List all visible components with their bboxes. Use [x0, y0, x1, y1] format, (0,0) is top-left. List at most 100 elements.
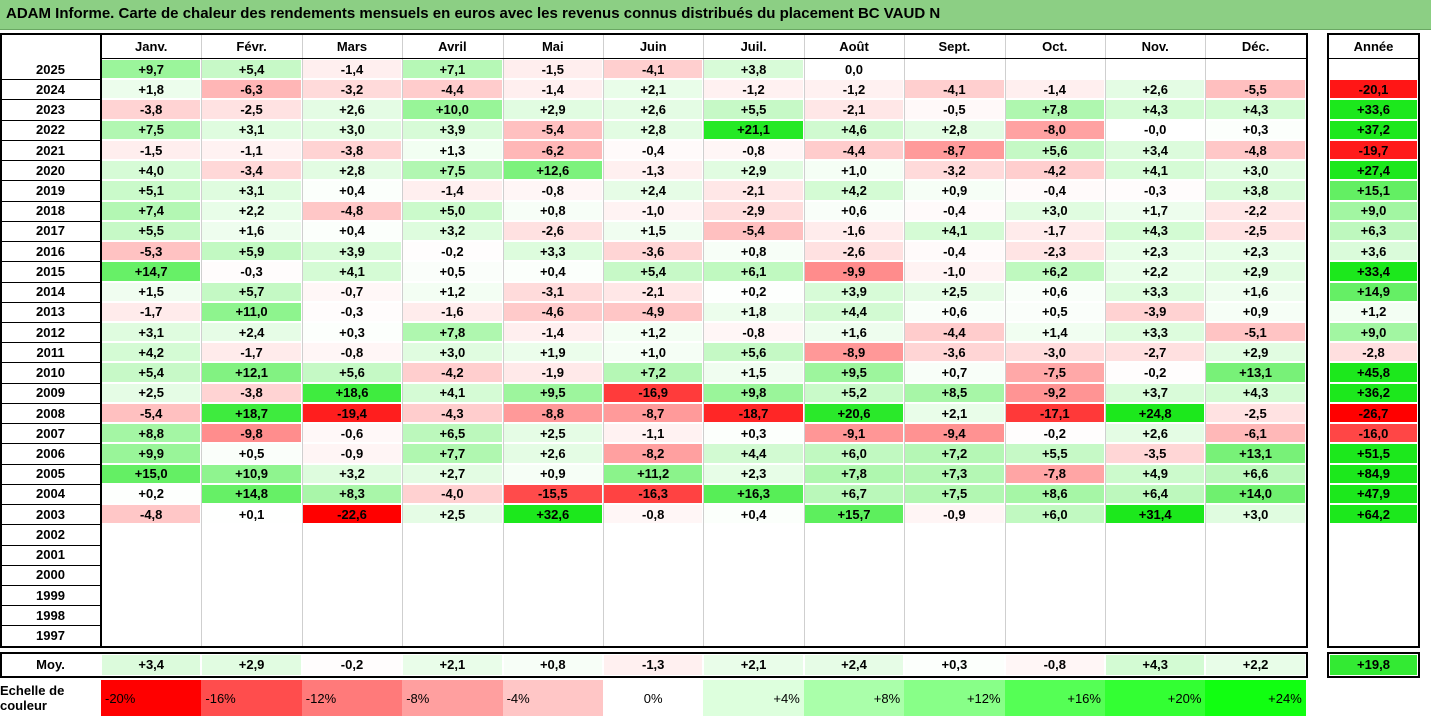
- row-divider: [0, 483, 101, 485]
- heatmap-cell: +9,9: [102, 444, 201, 463]
- heatmap-cell: -3,2: [302, 80, 402, 99]
- heatmap-cell: +3,8: [704, 60, 803, 79]
- heatmap-cell: -9,2: [1005, 383, 1104, 402]
- heatmap-cell: -1,7: [202, 343, 301, 362]
- heatmap-cell: -3,8: [202, 383, 301, 402]
- heatmap-cell: +0,7: [905, 363, 1004, 382]
- annual-cell: +6,3: [1330, 221, 1417, 241]
- heatmap-cell: +3,0: [302, 120, 402, 139]
- scale-label: Echelle de couleur: [0, 683, 65, 713]
- row-divider: [0, 160, 101, 162]
- heatmap-cell: +3,7: [1106, 383, 1205, 402]
- heatmap-cell: +13,1: [1206, 444, 1305, 463]
- row-year-label: 2022: [36, 122, 65, 138]
- heatmap-cell: -2,2: [1206, 201, 1305, 220]
- heatmap-cell: -5,5: [1206, 80, 1305, 99]
- heatmap-cell: +4,4: [704, 444, 803, 463]
- heatmap-cell: -0,3: [1106, 181, 1205, 200]
- row-year-label: 2007: [36, 425, 65, 441]
- heatmap-cell: +0,9: [503, 464, 602, 483]
- heatmap-cell: +0,9: [905, 181, 1004, 200]
- heatmap-cell: +3,8: [1206, 181, 1305, 200]
- heatmap-cell: -2,5: [202, 100, 301, 119]
- heatmap-cell: -4,9: [604, 302, 703, 321]
- heatmap-cell: -9,1: [804, 424, 904, 443]
- heatmap-cell: +2,2: [1106, 262, 1205, 281]
- scale-cell: 0%: [603, 680, 704, 716]
- row-divider: [0, 423, 101, 425]
- heatmap-cell: -2,1: [804, 100, 904, 119]
- heatmap-cell: +1,2: [403, 282, 502, 301]
- month-header: Déc.: [1241, 39, 1270, 54]
- heatmap-cell: +1,5: [604, 221, 703, 241]
- annual-cell: [1330, 585, 1417, 605]
- heatmap-cell: -4,1: [604, 60, 703, 79]
- heatmap-cell: -0,8: [604, 505, 703, 524]
- heatmap-cell: +5,4: [102, 363, 201, 382]
- row-year-label: 1997: [36, 628, 65, 644]
- heatmap-cell: -1,7: [1005, 221, 1104, 241]
- heatmap-cell: [1106, 525, 1205, 544]
- heatmap-cell: [604, 626, 703, 645]
- heatmap-cell: +0,4: [704, 505, 803, 524]
- heatmap-cell: -4,4: [905, 322, 1004, 342]
- heatmap-cell: +4,2: [804, 181, 904, 200]
- annual-cell: +33,6: [1330, 100, 1417, 119]
- annual-cell: +37,2: [1330, 120, 1417, 139]
- average-cell: +4,3: [1106, 654, 1205, 675]
- heatmap-cell: +3,3: [503, 242, 602, 261]
- row-year-label: 2005: [36, 466, 65, 482]
- heatmap-cell: -3,9: [1106, 302, 1205, 321]
- heatmap-cell: [302, 626, 402, 645]
- heatmap-cell: +0,4: [302, 181, 402, 200]
- scale-cell: -20%: [101, 680, 202, 716]
- heatmap-cell: -17,1: [1005, 403, 1104, 423]
- heatmap-cell: -4,2: [1005, 161, 1104, 180]
- heatmap-cell: -0,8: [704, 322, 803, 342]
- heatmap-cell: +14,8: [202, 484, 301, 504]
- heatmap-cell: +1,2: [604, 322, 703, 342]
- grid-line: [1105, 35, 1106, 646]
- heatmap-cell: -9,9: [804, 262, 904, 281]
- heatmap-cell: +6,7: [804, 484, 904, 504]
- row-year-label: 2017: [36, 223, 65, 239]
- heatmap-cell: +3,2: [302, 464, 402, 483]
- heatmap-cell: +4,1: [302, 262, 402, 281]
- heatmap-cell: -1,3: [604, 161, 703, 180]
- heatmap-cell: +8,3: [302, 484, 402, 504]
- heatmap-cell: +2,3: [1106, 242, 1205, 261]
- annual-cell: -16,0: [1330, 424, 1417, 443]
- heatmap-cell: [102, 545, 201, 564]
- annual-cell: [1330, 565, 1417, 584]
- heatmap-cell: +0,2: [102, 484, 201, 504]
- heatmap-cell: [102, 525, 201, 544]
- heatmap-cell: +3,9: [804, 282, 904, 301]
- heatmap-cell: +3,1: [102, 322, 201, 342]
- heatmap-cell: +2,6: [1106, 80, 1205, 99]
- heatmap-cell: +20,6: [804, 403, 904, 423]
- heatmap-cell: +2,4: [202, 322, 301, 342]
- heatmap-cell: -0,2: [403, 242, 502, 261]
- average-label: Moy.: [36, 657, 65, 673]
- annual-cell: +1,2: [1330, 302, 1417, 321]
- heatmap-cell: +7,5: [102, 120, 201, 139]
- heatmap-cell: +3,1: [202, 181, 301, 200]
- year-column-header: Année: [1353, 39, 1394, 54]
- heatmap-cell: [1206, 626, 1305, 645]
- heatmap-cell: -3,4: [202, 161, 301, 180]
- heatmap-cell: -3,5: [1106, 444, 1205, 463]
- heatmap-cell: -1,1: [604, 424, 703, 443]
- heatmap-cell: -3,1: [503, 282, 602, 301]
- heatmap-cell: +8,8: [102, 424, 201, 443]
- heatmap-cell: +1,3: [403, 140, 502, 160]
- heatmap-cell: -1,0: [604, 201, 703, 220]
- heatmap-cell: +1,5: [704, 363, 803, 382]
- heatmap-cell: [1206, 585, 1305, 605]
- heatmap-cell: -22,6: [302, 505, 402, 524]
- heatmap-cell: +0,1: [202, 505, 301, 524]
- scale-cell: +8%: [803, 680, 905, 716]
- heatmap-cell: +4,4: [804, 302, 904, 321]
- heatmap-cell: +0,6: [1005, 282, 1104, 301]
- heatmap-cell: +3,4: [1106, 140, 1205, 160]
- heatmap-cell: +1,6: [1206, 282, 1305, 301]
